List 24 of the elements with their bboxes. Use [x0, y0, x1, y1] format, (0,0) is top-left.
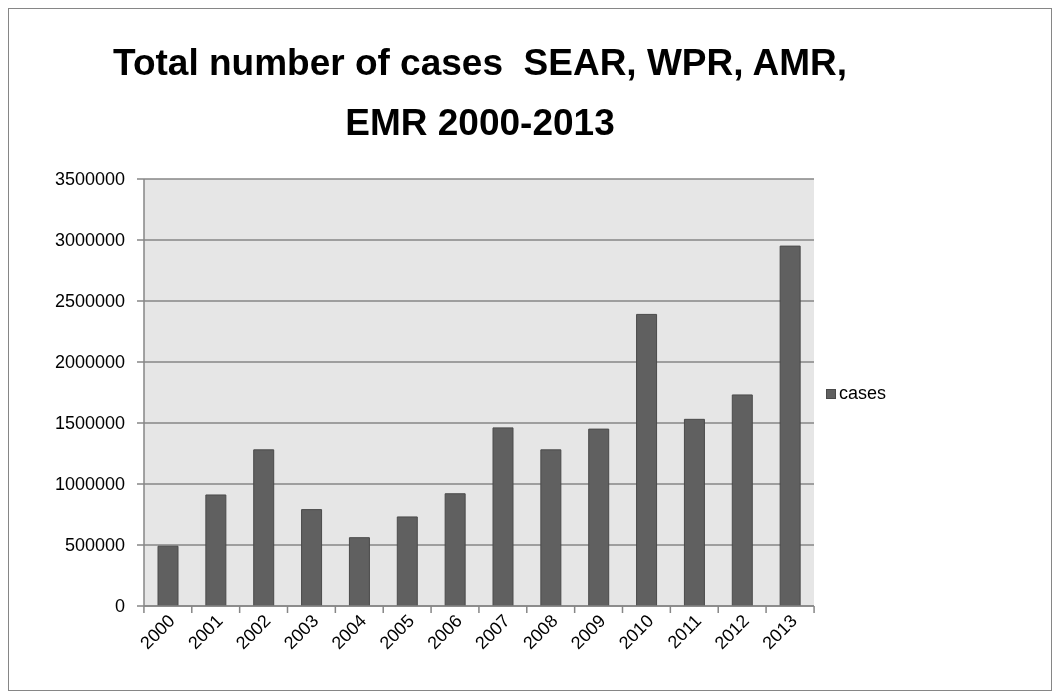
bar — [396, 516, 418, 606]
y-tick-label: 1000000 — [54, 474, 125, 495]
y-tick-label: 1500000 — [54, 413, 125, 434]
bar — [205, 494, 227, 606]
bar — [444, 493, 466, 606]
y-tick-label: 2500000 — [54, 291, 125, 312]
y-tick-label: 2000000 — [54, 352, 125, 373]
bar — [540, 449, 562, 606]
bar — [348, 537, 370, 606]
y-tick-label: 3000000 — [54, 230, 125, 251]
bar — [636, 313, 658, 606]
legend-label: cases — [839, 383, 887, 404]
bar — [779, 245, 801, 606]
bar — [492, 427, 514, 606]
bar — [253, 449, 275, 606]
y-tick-label: 3500000 — [54, 169, 125, 190]
bar — [731, 394, 753, 606]
bar — [157, 545, 179, 606]
y-tick-label: 500000 — [64, 535, 125, 556]
y-tick-label: 0 — [114, 596, 125, 617]
bar — [683, 418, 705, 606]
chart-title: Total number of cases SEAR, WPR, AMR, EMR 2000-2013 — [112, 41, 848, 145]
bar — [301, 509, 323, 606]
bar — [588, 428, 610, 606]
